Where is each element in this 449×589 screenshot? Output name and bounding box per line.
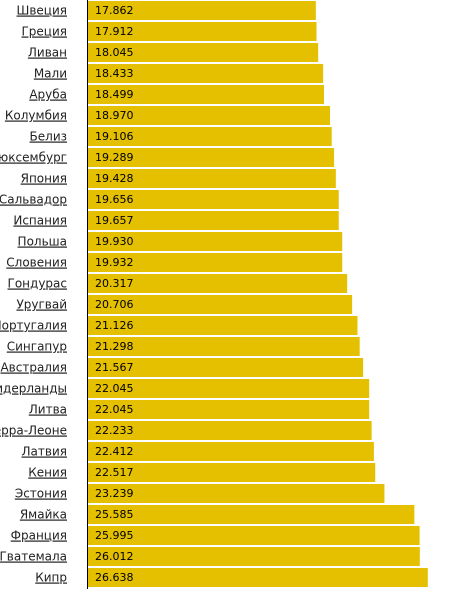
- value-label: 22.517: [95, 466, 134, 479]
- bar: [88, 85, 324, 104]
- bar: [88, 64, 324, 83]
- bar: [88, 358, 364, 377]
- category-link[interactable]: Кипр: [35, 571, 67, 585]
- category-link[interactable]: Ямайка: [20, 508, 67, 522]
- bar: [88, 337, 360, 356]
- bar: [88, 442, 374, 461]
- bar: [88, 274, 348, 293]
- bar: [88, 505, 415, 524]
- category-link[interactable]: Эстония: [15, 487, 67, 501]
- bar: [88, 484, 385, 503]
- value-label: 20.706: [95, 298, 134, 311]
- value-label: 22.412: [95, 445, 134, 458]
- value-label: 22.233: [95, 424, 134, 437]
- value-label: 18.433: [95, 67, 134, 80]
- category-link[interactable]: Аруба: [29, 88, 67, 102]
- bar: [88, 253, 343, 272]
- bar: [88, 127, 332, 146]
- category-link[interactable]: Словения: [6, 256, 67, 270]
- category-link[interactable]: Япония: [21, 172, 67, 186]
- value-label: 20.317: [95, 277, 134, 290]
- value-label: 25.995: [95, 529, 134, 542]
- bar: [88, 421, 372, 440]
- category-link[interactable]: Белиз: [30, 130, 67, 144]
- category-link[interactable]: Мали: [34, 67, 67, 81]
- value-label: 19.657: [95, 214, 134, 227]
- value-label: 18.499: [95, 88, 134, 101]
- category-link[interactable]: Ливан: [28, 46, 67, 60]
- category-link[interactable]: Швеция: [17, 4, 67, 18]
- category-link[interactable]: Португалия: [0, 319, 67, 333]
- bar: [88, 211, 339, 230]
- category-link[interactable]: Нидерланды: [0, 382, 67, 396]
- bar: [88, 568, 428, 587]
- value-label: 21.298: [95, 340, 134, 353]
- category-link[interactable]: Колумбия: [5, 109, 67, 123]
- category-link[interactable]: Гондурас: [8, 277, 67, 291]
- value-label: 19.106: [95, 130, 134, 143]
- bar: [88, 316, 358, 335]
- bar: [88, 379, 370, 398]
- category-link[interactable]: Люксембург: [0, 151, 67, 165]
- bar: [88, 1, 316, 20]
- category-link[interactable]: Уругвай: [16, 298, 67, 312]
- bar: [88, 106, 330, 125]
- category-link[interactable]: Сингапур: [7, 340, 67, 354]
- value-label: 21.126: [95, 319, 134, 332]
- value-label: 23.239: [95, 487, 134, 500]
- category-link[interactable]: Польша: [18, 235, 67, 249]
- bar: [88, 43, 319, 62]
- value-label: 18.045: [95, 46, 134, 59]
- bar: [88, 526, 420, 545]
- category-link[interactable]: Гватемала: [0, 550, 67, 564]
- category-link[interactable]: Кения: [28, 466, 67, 480]
- value-label: 17.912: [95, 25, 134, 38]
- value-label: 18.970: [95, 109, 134, 122]
- bar: [88, 295, 353, 314]
- value-label: 19.932: [95, 256, 134, 269]
- value-label: 21.567: [95, 361, 134, 374]
- bar: [88, 463, 376, 482]
- value-label: 19.656: [95, 193, 134, 206]
- bar: [88, 400, 370, 419]
- value-label: 17.862: [95, 4, 134, 17]
- value-label: 22.045: [95, 403, 134, 416]
- bar: [88, 190, 339, 209]
- category-link[interactable]: Австралия: [0, 361, 67, 375]
- bar: [88, 148, 335, 167]
- value-label: 25.585: [95, 508, 134, 521]
- value-label: 19.289: [95, 151, 134, 164]
- bar: [88, 232, 343, 251]
- value-label: 26.012: [95, 550, 134, 563]
- category-link[interactable]: Франция: [11, 529, 67, 543]
- bar: [88, 547, 420, 566]
- value-label: 26.638: [95, 571, 134, 584]
- value-label: 19.428: [95, 172, 134, 185]
- value-label: 19.930: [95, 235, 134, 248]
- bar: [88, 169, 336, 188]
- category-link[interactable]: Греция: [21, 25, 67, 39]
- value-label: 22.045: [95, 382, 134, 395]
- category-link[interactable]: Латвия: [22, 445, 67, 459]
- bar: [88, 22, 317, 41]
- category-link[interactable]: Испания: [13, 214, 67, 228]
- category-link[interactable]: Сальвадор: [0, 193, 67, 207]
- category-link[interactable]: Сьерра-Леоне: [0, 424, 67, 438]
- category-link[interactable]: Литва: [29, 403, 67, 417]
